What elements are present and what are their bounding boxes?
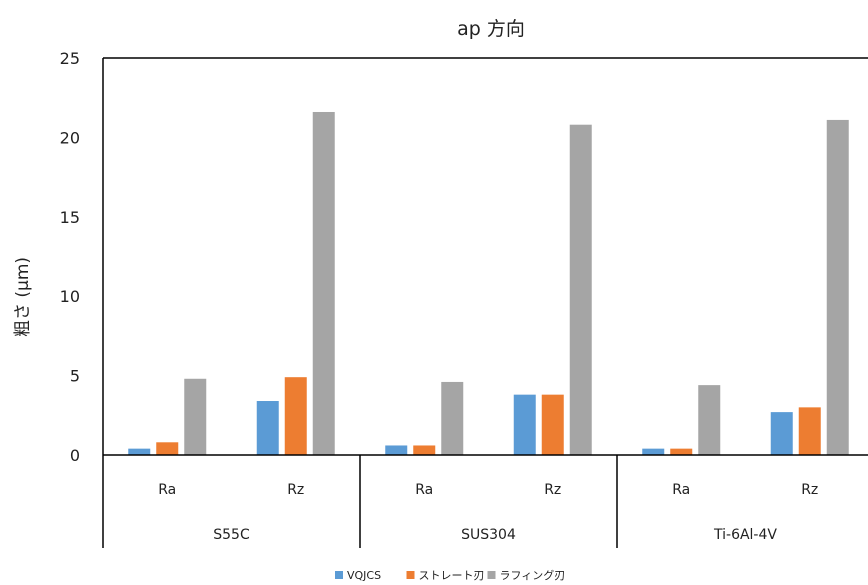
legend-swatch [487, 571, 496, 579]
group-label: S55C [213, 527, 250, 543]
y-tick-label: 25 [60, 49, 80, 68]
category-label: Ra [158, 482, 176, 498]
bar [569, 124, 592, 456]
bar [513, 394, 536, 455]
category-label: Rz [801, 482, 818, 498]
category-label: Rz [544, 482, 561, 498]
bar [385, 445, 408, 455]
bar [441, 381, 464, 455]
bars [128, 111, 849, 456]
bar [413, 445, 436, 455]
bar [156, 442, 179, 455]
y-tick-label: 10 [60, 287, 80, 306]
y-tick-label: 15 [60, 208, 80, 227]
legend-entry: ラフィング刃 [500, 568, 566, 582]
legend: VQJCS ストレート刃 ラフィング刃 [335, 568, 565, 582]
axes [102, 57, 868, 548]
bar [798, 407, 821, 455]
legend-entry: VQJCS [347, 569, 381, 582]
y-tick-label: 20 [60, 128, 80, 147]
bar [670, 448, 693, 455]
category-label: Rz [287, 482, 304, 498]
bar [541, 394, 564, 455]
bar [184, 378, 207, 455]
y-tick-label: 0 [70, 446, 80, 465]
bar [128, 448, 151, 455]
legend-swatch [406, 571, 415, 579]
chart-title: ap 方向 [457, 18, 525, 40]
bar [826, 119, 849, 455]
bar [312, 111, 335, 455]
legend-swatch [335, 571, 343, 579]
bar [256, 401, 279, 455]
bar [770, 412, 793, 455]
y-tick-label: 5 [70, 367, 80, 386]
y-tick-labels: 0 5 10 15 20 25 [60, 49, 80, 465]
y-axis-label: 粗さ (μm) [13, 257, 33, 337]
bar [642, 448, 665, 455]
category-label: Ra [415, 482, 433, 498]
bar [698, 385, 721, 455]
category-labels: Ra Rz S55C Ra Rz SUS304 Ra Rz Ti-6Al-4V [158, 482, 818, 543]
group-label: Ti-6Al-4V [713, 527, 777, 543]
legend-entry: ストレート刃 [419, 569, 485, 582]
bar [284, 377, 307, 455]
category-label: Ra [672, 482, 690, 498]
group-label: SUS304 [461, 527, 516, 543]
